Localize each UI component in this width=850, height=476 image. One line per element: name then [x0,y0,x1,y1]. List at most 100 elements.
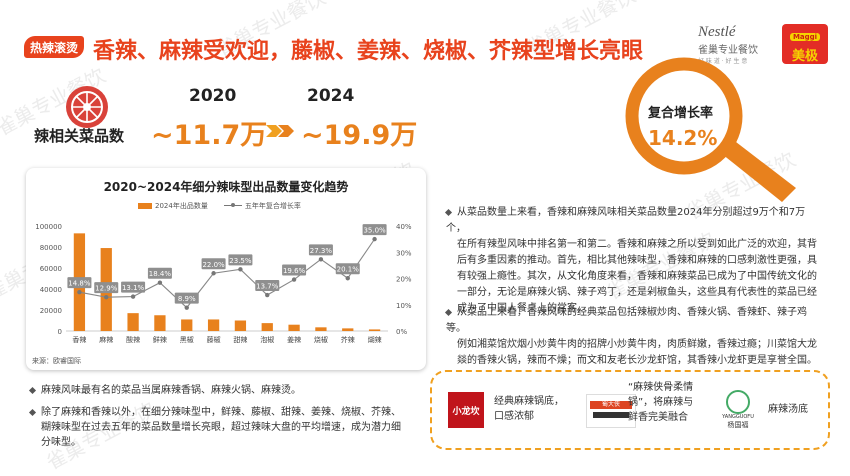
cagr-point [211,271,216,276]
right-bullet-1-line-1: 从菜品数量上来看，香辣和麻辣风味相关菜品数量2024年分别超过9万个和7万个， [446,207,806,234]
shudaxia-logo-text: 蜀大侠 [590,401,632,409]
brand-1-line-1: 经典麻辣锅底， [494,396,564,407]
legend-label-line: 五年年复合增长率 [244,202,301,210]
bar-甜辣 [234,320,247,331]
cagr-label-box [282,264,307,276]
yangguofu-logo: YANGGUOFU 杨国福 [714,390,762,432]
left-bullet-2: 除了麻辣和香辣以外，在细分辣味型中，鲜辣、藤椒、甜辣、姜辣、烧椒、芥辣、 糊辣味… [28,405,401,450]
right-bullet-1-line-3: 后有多重因素的推动。首先，相比其他辣味型，香辣和麻辣的口感刺激性更强，具 [457,255,817,266]
legend-swatch-bars [138,203,152,209]
maggi-logo: Maggi 美极 [782,24,828,64]
x-tick-label: 煳辣 [368,335,382,344]
legend-item-bars: 2024年出品数量 [138,201,208,211]
brand-1-text: 经典麻辣锅底， 口感浓郁 [494,394,564,424]
cagr-label-box [147,267,172,279]
y-right-tick-label: 30% [396,249,412,257]
metric-year-start: 2020 [189,86,237,106]
cagr-point [184,305,189,310]
x-tick-label: 酸辣 [126,335,140,344]
x-tick-label: 泡椒 [260,335,274,344]
cagr-point [238,267,243,272]
x-tick-label: 甜辣 [233,335,247,344]
cagr-point [291,277,297,282]
bar-酸辣 [127,313,139,331]
pepper-slice-icon [66,86,108,128]
brand-2-text: “麻辣侠骨柔情 锅”，将麻辣与 鲜香完美融合 [628,380,693,425]
left-bullet-2-line-1: 除了麻辣和香辣以外，在细分辣味型中，鲜辣、藤椒、甜辣、姜辣、烧椒、芥辣、 [41,407,401,418]
metric-year-end: 2024 [307,86,355,106]
y-left-tick-label: 60000 [40,265,62,273]
title-badge: 热辣滚烫 [24,36,84,58]
cagr-data-label: 27.3% [310,247,333,255]
cagr-data-label: 14.8% [68,280,91,288]
y-right-tick-label: 0% [396,328,407,336]
right-bullet-2-line-1: 从菜品上来看，香辣风味的经典菜品包括辣椒炒肉、香辣火锅、香辣虾、辣子鸡等。 [446,307,807,334]
x-tick-label: 芥辣 [341,335,355,344]
x-tick-label: 烧椒 [314,335,328,344]
cagr-point [77,289,82,295]
yangguofu-logo-cn: 杨国福 [727,421,749,429]
bar-藤椒 [207,319,220,331]
nestle-logo: Nestlé 雀巢专业餐饮 好 味 道 · 好 生 意 [698,24,764,68]
x-tick-label: 黑椒 [180,335,194,344]
double-arrow-icon [264,121,296,141]
left-bullet-2-line-3: 分味型。 [41,437,81,448]
cagr-point [318,257,324,262]
right-bullet-2-line-2: 例如湘菜馆炊烟小炒黄牛肉的招牌小炒黄牛肉，肉质鲜嫩，香辣过瘾；川菜馆大龙 [457,339,817,350]
cagr-label-box [94,282,119,294]
chart-title: 2020~2024年细分辣味型出品数量变化趋势 [103,180,349,194]
bullet-marker [28,386,37,394]
left-bullet-1-line-1: 麻辣风味最有名的菜品当属麻辣香锅、麻辣火锅、麻辣烫。 [41,385,301,396]
nestle-logo-tagline: 好 味 道 · 好 生 意 [698,58,748,65]
right-bullet-2: 从菜品上来看，香辣风味的经典菜品包括辣椒炒肉、香辣火锅、香辣虾、辣子鸡等。 例如… [444,305,824,369]
left-bullet-2-line-2: 糊辣味型在过去五年的菜品数量增长亮眼，超过辣味大盘的平均增速，成为潜力细 [41,422,401,433]
maggi-logo-tag: Maggi [789,33,821,41]
chart-legend: 2024年出品数量 五年年复合增长率 [138,201,301,211]
chart-plot: 100000 80000 60000 40000 20000 0 40% 30% 20% 10% 0… [35,223,412,344]
cagr-point [104,294,109,300]
cagr-label-box [335,263,360,275]
cagr-point [345,276,350,281]
cagr-label: 复合增长率 [648,106,714,121]
cagr-data-label: 35.0% [363,227,386,235]
y-right-tick-label: 20% [396,276,412,284]
cagr-label-box [228,254,253,266]
yangguofu-logo-en: YANGGUOFU [722,414,754,420]
cagr-label-box [255,280,280,292]
bar-鲜辣 [154,315,166,331]
x-tick-label: 藤椒 [207,335,221,344]
cagr-line [79,238,376,309]
right-bullet-2-line-3: 燚的香辣火锅，辣而不燥；而文和友老长沙龙虾馆，其香辣小龙虾更是享誉全国。 [457,355,817,366]
cagr-label-box [362,224,387,236]
bar-黑椒 [181,319,193,331]
right-bullet-1-line-4: 有较强上瘾性。其次，从文化角度来看，香辣和麻辣菜品已成为了中国传统文化的 [457,271,817,282]
cagr-point [265,292,270,298]
shudaxia-logo-bar [593,412,629,418]
page-title: 香辣、麻辣受欢迎，藤椒、姜辣、烧椒、芥辣型增长亮眼 [93,39,644,64]
y-right-tick-label: 10% [396,302,412,310]
legend-label-bars: 2024年出品数量 [155,202,208,210]
magnifier-icon [596,54,806,204]
cagr-data-label: 8.9% [178,295,196,303]
left-bullet-1: 麻辣风味最有名的菜品当属麻辣香锅、麻辣火锅、麻辣烫。 [28,383,301,398]
brand-1-line-2: 口感浓郁 [494,411,534,422]
y-left-tick-label: 0 [58,328,62,336]
right-bullet-1-line-5: 一部分，无论是麻辣火锅、辣子鸡丁，还是剁椒鱼头，这些具有代表性的菜品已经 [457,287,817,298]
cagr-point [130,294,136,299]
bullet-marker [444,308,453,316]
bar-泡椒 [261,323,273,331]
bar-煳辣 [368,329,381,331]
cagr-data-label: 20.1% [337,266,360,274]
nestle-logo-sub: 雀巢专业餐饮 [698,45,758,56]
cagr-data-label: 19.6% [283,267,306,275]
maggi-logo-name: 美极 [791,49,818,64]
brand-2-line-3: 鲜香完美融合 [628,412,688,423]
chart-source: 来源：欧睿国际 [32,357,81,365]
right-bullet-1-line-2: 在所有辣型风味中排名第一和第二。香辣和麻辣之所以受到如此广泛的欢迎，其背 [457,239,817,250]
cagr-value: 14.2% [648,126,718,150]
metric-value-start: ~11.7万 [151,120,268,151]
y-left-tick-label: 80000 [40,244,62,252]
legend-item-line: 五年年复合增长率 [223,201,301,211]
y-left-tick-label: 100000 [35,223,62,231]
xiaolongkan-logo: 小龙坎 [448,392,484,428]
